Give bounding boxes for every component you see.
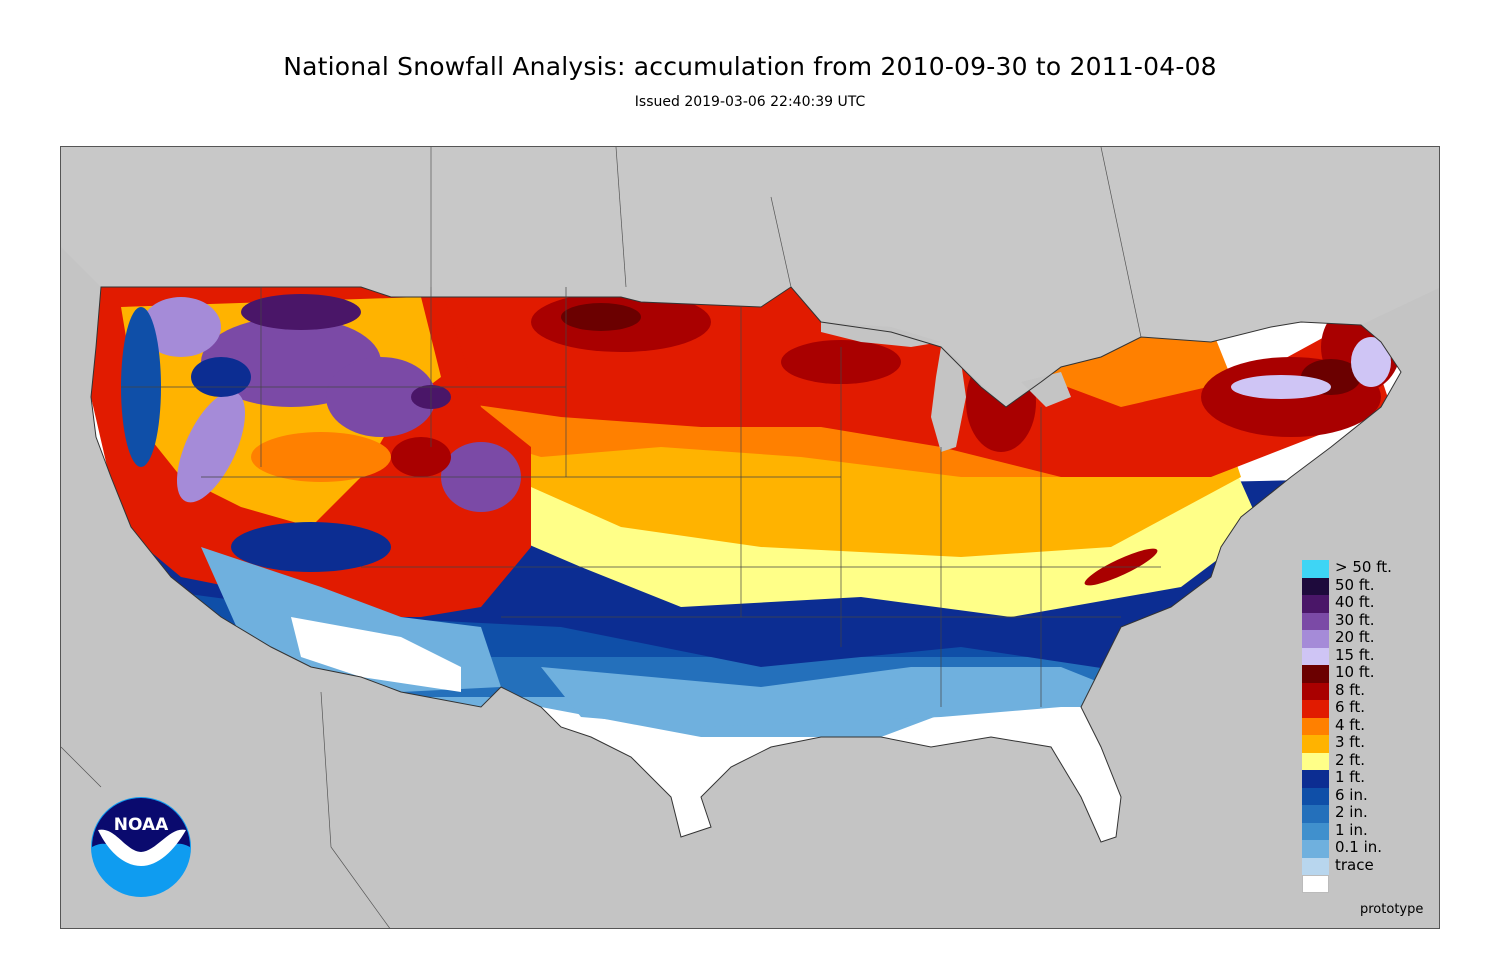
issued-timestamp: Issued 2019-03-06 22:40:39 UTC: [634, 94, 866, 110]
lake-huron: [1021, 372, 1071, 407]
legend-swatch: [1302, 717, 1329, 735]
legend-item: 50 ft.: [1302, 575, 1422, 595]
legend-label: 4 ft.: [1335, 715, 1365, 734]
lake-superior: [821, 322, 941, 347]
legend-swatch: [1302, 647, 1329, 665]
legend-swatch: [1302, 630, 1329, 648]
legend-item: 8 ft.: [1302, 680, 1422, 700]
legend-swatch: [1302, 840, 1329, 858]
legend-swatch: [1302, 735, 1329, 753]
legend-item: 4 ft.: [1302, 715, 1422, 735]
legend-swatch: [1302, 560, 1329, 578]
legend-item: 2 ft.: [1302, 750, 1422, 770]
legend-label: 1 in.: [1335, 820, 1368, 839]
legend-label: 6 in.: [1335, 785, 1368, 804]
legend-label: 50 ft.: [1335, 575, 1375, 594]
legend: > 50 ft. 50 ft. 40 ft. 30 ft. 20 ft. 15 ft. 10…: [1302, 558, 1422, 893]
legend-item: > 50 ft.: [1302, 558, 1422, 578]
legend-item: 1 ft.: [1302, 768, 1422, 788]
legend-swatch: [1302, 787, 1329, 805]
lake-michigan: [931, 347, 966, 452]
legend-item: [1302, 875, 1422, 893]
legend-label: 15 ft.: [1335, 645, 1375, 664]
legend-item: 1 in.: [1302, 820, 1422, 840]
legend-swatch: [1302, 857, 1329, 875]
legend-label: 6 ft.: [1335, 698, 1365, 716]
legend-item: 10 ft.: [1302, 663, 1422, 683]
legend-item: 20 ft.: [1302, 628, 1422, 648]
snowfall-map-canvas: [61, 147, 1439, 928]
legend-item: 15 ft.: [1302, 645, 1422, 665]
noaa-logo-text: NOAA: [114, 815, 169, 835]
legend-swatch: [1302, 752, 1329, 770]
legend-label: 40 ft.: [1335, 593, 1375, 611]
legend-label: 20 ft.: [1335, 628, 1375, 646]
legend-item: 6 ft.: [1302, 698, 1422, 718]
legend-label: 1 ft.: [1335, 768, 1365, 786]
legend-item: 30 ft.: [1302, 610, 1422, 630]
legend-swatch: [1302, 822, 1329, 840]
legend-label: 10 ft.: [1335, 663, 1375, 681]
state-borders: [121, 287, 1161, 707]
map-title: National Snowfall Analysis: accumulation…: [283, 52, 1217, 81]
legend-swatch: [1302, 612, 1329, 630]
noaa-logo-icon: NOAA: [91, 797, 191, 897]
legend-label: 2 ft.: [1335, 750, 1365, 769]
legend-item: 6 in.: [1302, 785, 1422, 805]
legend-label: 8 ft.: [1335, 680, 1365, 699]
legend-swatch: [1302, 875, 1329, 893]
legend-item: 0.1 in.: [1302, 838, 1422, 858]
us-outline: [90, 286, 1402, 843]
legend-label: 2 in.: [1335, 803, 1368, 821]
noaa-logo: NOAA: [90, 796, 192, 898]
legend-label: 3 ft.: [1335, 733, 1365, 751]
legend-swatch: [1302, 682, 1329, 700]
legend-swatch: [1302, 805, 1329, 823]
legend-swatch: [1302, 665, 1329, 683]
legend-label: > 50 ft.: [1335, 558, 1392, 576]
legend-item: 3 ft.: [1302, 733, 1422, 753]
legend-item: 40 ft.: [1302, 593, 1422, 613]
legend-item: trace: [1302, 855, 1422, 875]
international-borders: [61, 147, 1142, 928]
legend-swatch: [1302, 700, 1329, 718]
canada-region: [61, 147, 1439, 407]
snowfall-map: [60, 146, 1440, 929]
legend-label: 30 ft.: [1335, 610, 1375, 629]
legend-swatch: [1302, 595, 1329, 613]
prototype-label: prototype: [1360, 902, 1424, 917]
legend-label: 0.1 in.: [1335, 838, 1383, 856]
legend-item: 2 in.: [1302, 803, 1422, 823]
legend-swatch: [1302, 577, 1329, 595]
legend-swatch: [1302, 770, 1329, 788]
legend-label: trace: [1335, 855, 1374, 874]
